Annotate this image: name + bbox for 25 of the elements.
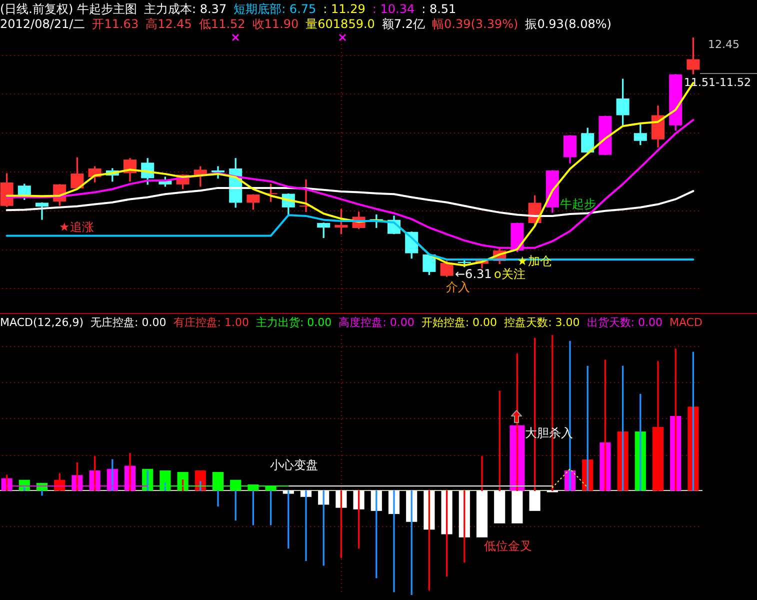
text: 主力出货: 0.00	[256, 315, 332, 330]
annotation: o关注	[494, 267, 526, 281]
annotation: 牛起步	[560, 197, 596, 211]
annotation: ★追涨	[59, 220, 94, 234]
text: 12.45	[708, 38, 740, 51]
text: : 11.29	[323, 1, 366, 17]
text: 控盘天数: 3.00	[504, 315, 580, 330]
text: MACD	[669, 315, 702, 330]
annotation: 低位金叉	[484, 539, 532, 553]
chart-title: (日线.前复权) 牛起步主图	[0, 1, 137, 17]
annotation: 介入	[446, 280, 470, 294]
text: : 8.51	[422, 1, 456, 17]
text: 高度控盘: 0.00	[338, 315, 414, 330]
text: 有庄控盘: 1.00	[173, 315, 249, 330]
text: 主力成本: 8.37	[144, 1, 227, 17]
text: 2012/08/21/二 开11.63 高12.45 低11.52 收11.90 量601859.0 额7.2亿 幅0.39(3.39%) 振0.93(8.08%)	[0, 17, 612, 31]
text: 短期底部: 6.75	[234, 1, 316, 17]
chart-title: MACD(12,26,9)	[0, 315, 84, 330]
annotation: ←6.31	[455, 267, 492, 281]
text: 出货天数: 0.00	[586, 315, 662, 330]
text: 无庄控盘: 0.00	[90, 315, 166, 330]
text: : 10.34	[372, 1, 415, 17]
annotation: 小心变盘	[270, 458, 318, 472]
text: 开始控盘: 0.00	[421, 315, 498, 330]
annotation: 11.51-11.52	[684, 76, 751, 89]
